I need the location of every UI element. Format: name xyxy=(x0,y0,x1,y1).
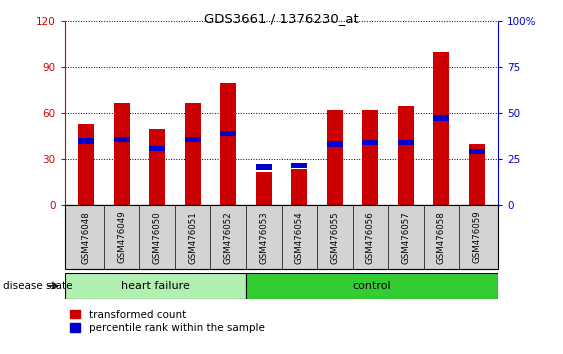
Bar xyxy=(65,273,246,299)
Bar xyxy=(149,146,165,151)
Bar xyxy=(291,169,307,205)
Text: GSM476055: GSM476055 xyxy=(330,211,339,264)
Bar xyxy=(363,140,378,145)
Text: GSM476052: GSM476052 xyxy=(224,211,233,264)
Legend: transformed count, percentile rank within the sample: transformed count, percentile rank withi… xyxy=(70,310,265,333)
Bar xyxy=(185,103,200,205)
Bar xyxy=(291,163,307,168)
Bar xyxy=(220,131,236,136)
Bar xyxy=(149,129,165,205)
Text: GSM476059: GSM476059 xyxy=(472,211,481,263)
Bar xyxy=(469,149,485,154)
Text: GSM476054: GSM476054 xyxy=(295,211,304,264)
Bar xyxy=(114,103,129,205)
Text: GSM476050: GSM476050 xyxy=(153,211,162,264)
Text: GSM476051: GSM476051 xyxy=(188,211,197,264)
Bar xyxy=(256,164,272,170)
Bar xyxy=(469,144,485,205)
Text: GDS3661 / 1376230_at: GDS3661 / 1376230_at xyxy=(204,12,359,25)
Bar xyxy=(434,52,449,205)
Bar xyxy=(256,172,272,205)
Text: GSM476053: GSM476053 xyxy=(259,211,268,264)
Bar xyxy=(220,82,236,205)
Bar xyxy=(398,105,414,205)
Text: GSM476048: GSM476048 xyxy=(82,211,91,264)
Text: GSM476057: GSM476057 xyxy=(401,211,410,264)
Bar xyxy=(114,137,129,142)
Text: GSM476058: GSM476058 xyxy=(437,211,446,264)
Text: disease state: disease state xyxy=(3,281,72,291)
Bar xyxy=(327,110,343,205)
Bar xyxy=(327,141,343,147)
Bar xyxy=(398,140,414,145)
Text: GSM476056: GSM476056 xyxy=(366,211,375,264)
Text: heart failure: heart failure xyxy=(121,281,190,291)
Bar xyxy=(185,137,200,142)
Text: control: control xyxy=(353,281,391,291)
Bar xyxy=(363,110,378,205)
Text: GSM476049: GSM476049 xyxy=(117,211,126,263)
Bar xyxy=(246,273,498,299)
Bar xyxy=(78,138,94,144)
Bar xyxy=(78,124,94,205)
Bar xyxy=(434,115,449,121)
